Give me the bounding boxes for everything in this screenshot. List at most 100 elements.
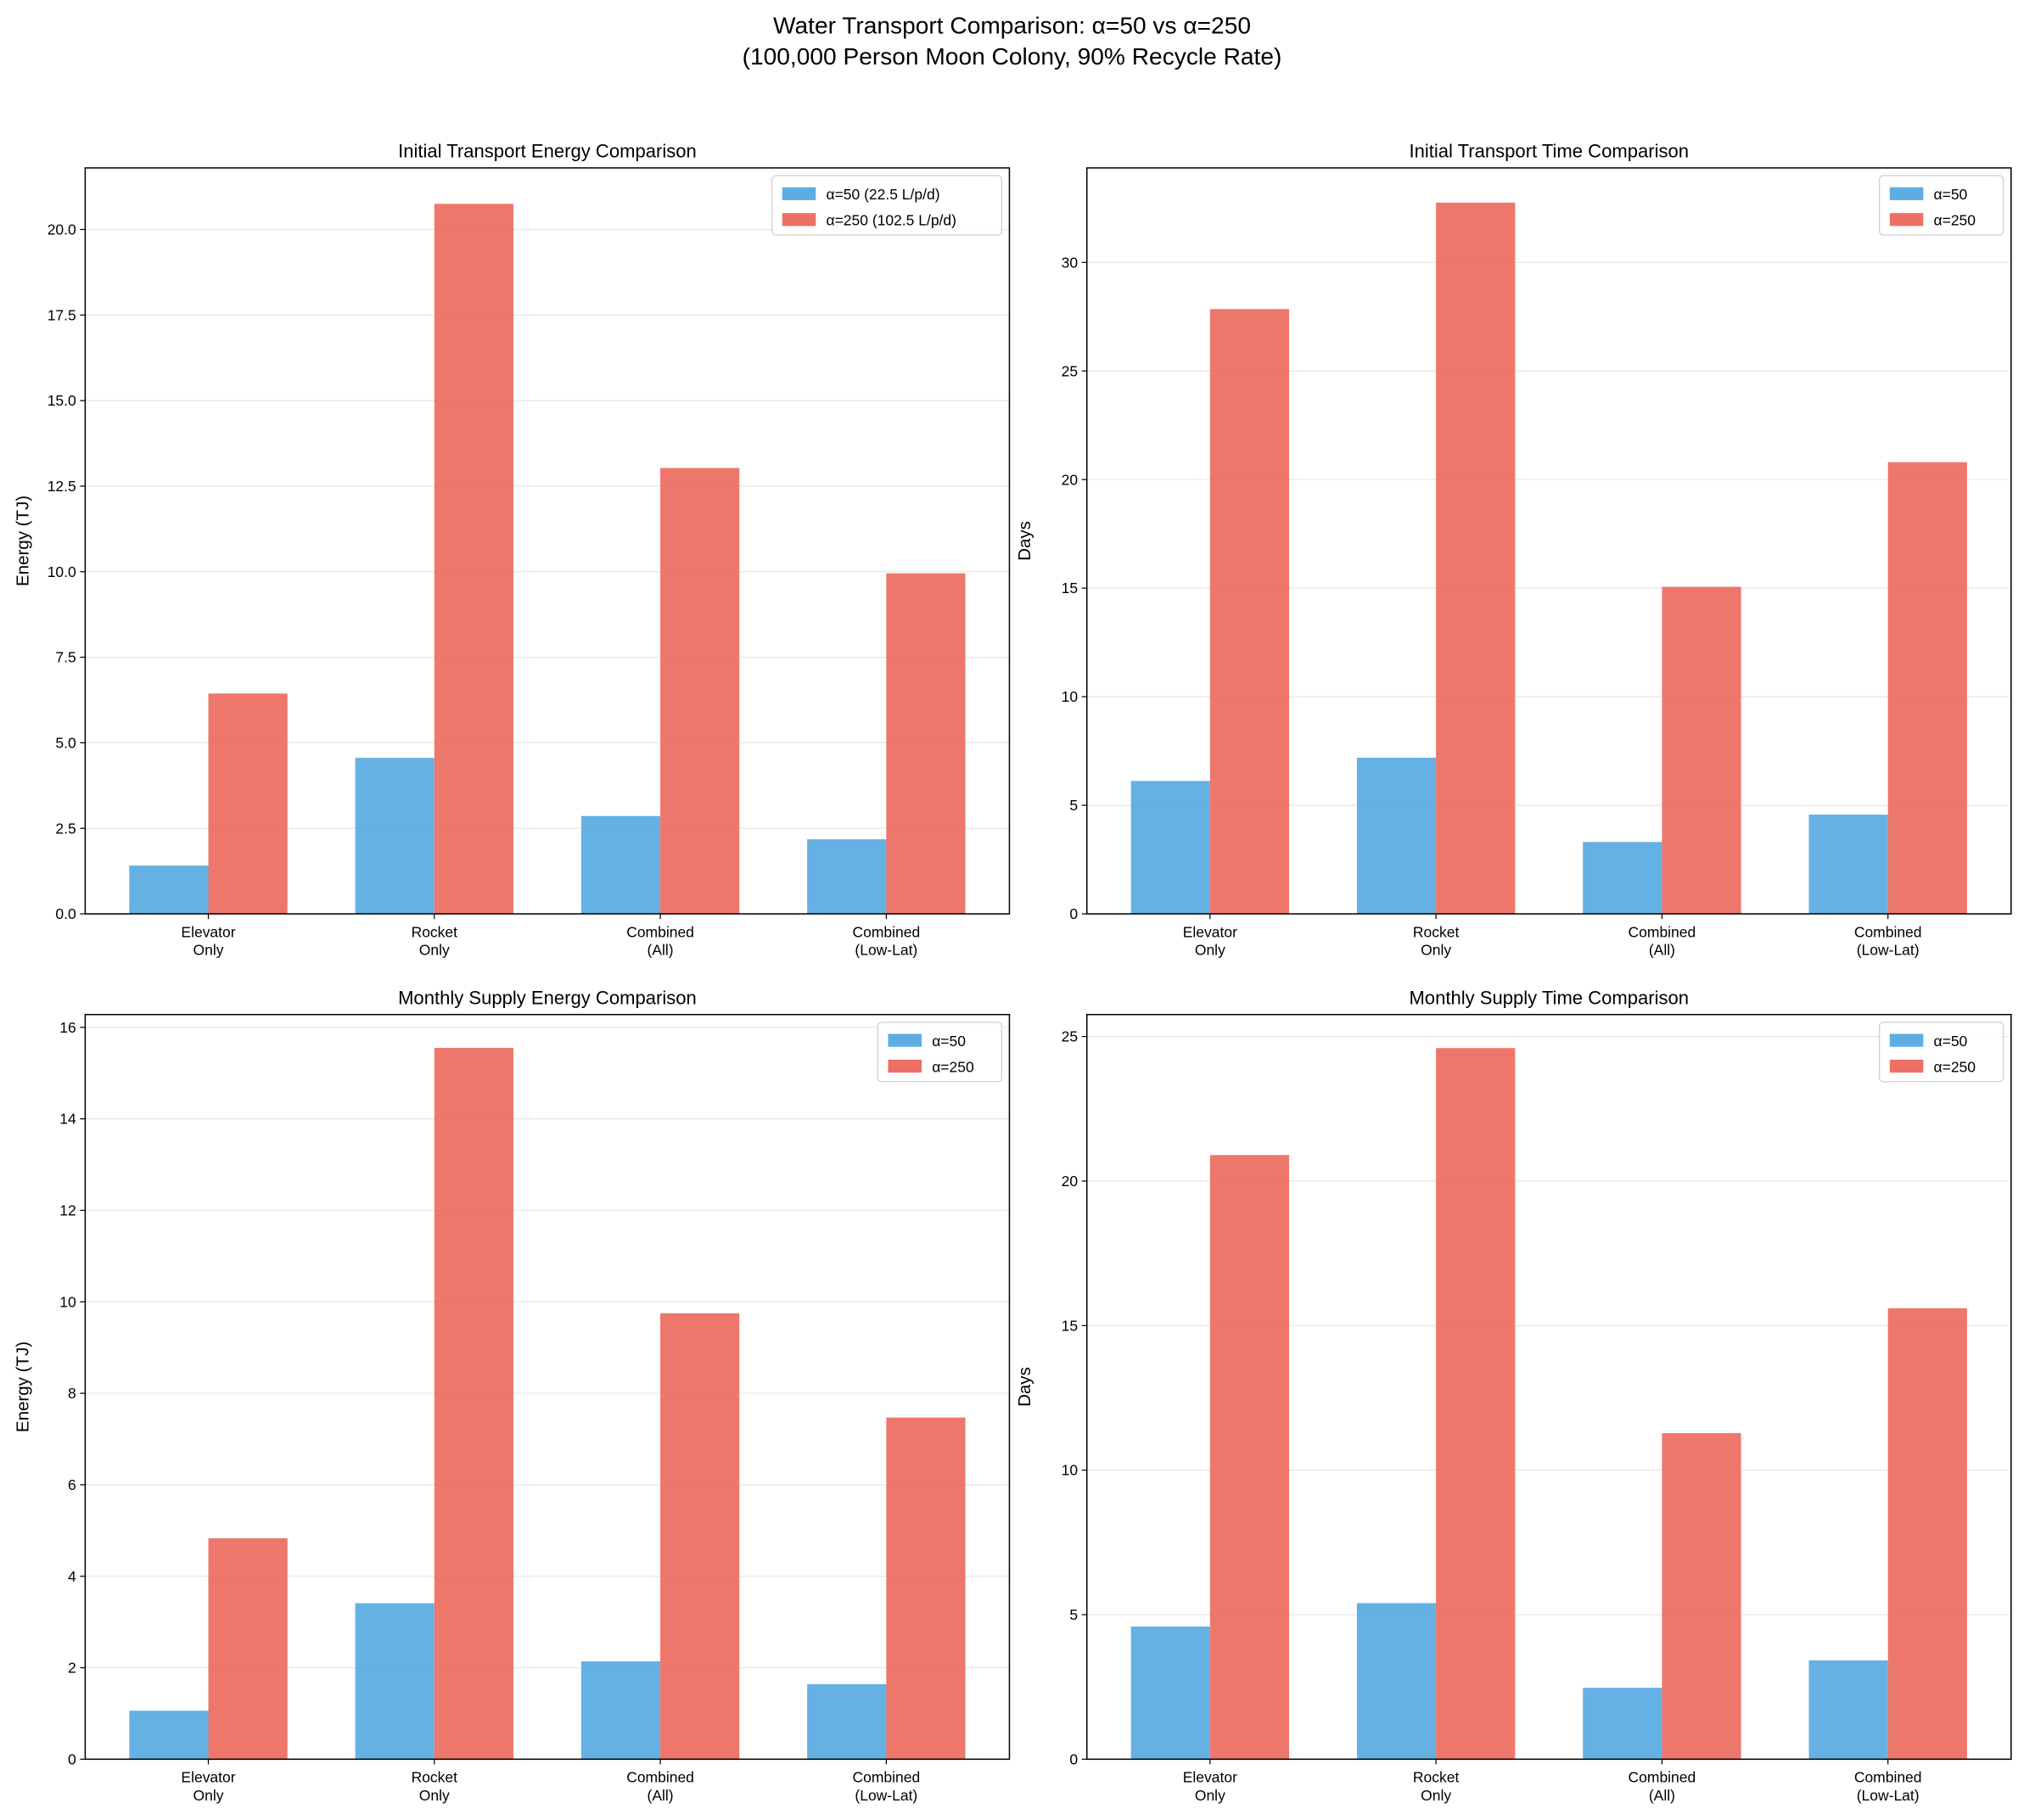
chart-title: Initial Transport Time Comparison xyxy=(1409,141,1689,162)
x-tick-label-line: Rocket xyxy=(412,1769,458,1786)
y-tick-label: 4 xyxy=(68,1568,76,1585)
legend-label: α=50 (22.5 L/p/d) xyxy=(826,186,939,203)
y-tick-label: 10.0 xyxy=(48,563,76,580)
x-tick-label-line: Combined xyxy=(852,1769,920,1786)
bar-alpha250-3 xyxy=(886,573,966,915)
bar-alpha250-3 xyxy=(1887,1308,1967,1760)
x-tick-label-line: Combined xyxy=(1629,1769,1696,1786)
x-tick-label-line: Only xyxy=(193,942,224,959)
bar-alpha50-2 xyxy=(1583,1688,1662,1760)
x-tick-label-line: Only xyxy=(193,1787,224,1804)
y-tick-label: 0 xyxy=(1069,905,1078,922)
chart-title: Monthly Supply Energy Comparison xyxy=(398,988,697,1009)
bar-alpha50-1 xyxy=(355,1603,435,1760)
x-tick-label-line: (Low-Lat) xyxy=(855,1787,917,1804)
x-tick-label-line: (Low-Lat) xyxy=(855,942,917,959)
axes-frame xyxy=(1085,167,2012,915)
x-tick-label-line: Only xyxy=(1421,1787,1451,1804)
x-tick-label-line: Combined xyxy=(852,923,920,940)
y-axis-label: Days xyxy=(1015,1367,1034,1407)
x-tick-label-line: Rocket xyxy=(412,923,458,940)
x-tick-label-line: (All) xyxy=(648,942,674,959)
axes-frame xyxy=(1085,1013,2012,1761)
x-tick-label-line: Combined xyxy=(626,1769,694,1786)
x-tick-label-line: Elevator xyxy=(181,923,235,940)
y-tick-label: 20 xyxy=(1062,1173,1079,1190)
x-tick-label-line: (All) xyxy=(1649,942,1675,959)
y-tick-label: 0.0 xyxy=(55,905,76,922)
y-tick-label: 8 xyxy=(68,1385,76,1402)
bar-alpha250-1 xyxy=(1436,1048,1516,1760)
y-tick-label: 20 xyxy=(1062,471,1079,488)
x-tick-label-line: Combined xyxy=(1854,1769,1922,1786)
bar-alpha250-2 xyxy=(1662,1433,1741,1760)
y-tick-label: 10 xyxy=(1062,1462,1079,1479)
x-tick-label: Combined (All) xyxy=(626,1769,694,1804)
x-tick-label: Rocket Only xyxy=(412,923,458,958)
x-tick-label-line: (All) xyxy=(648,1787,674,1804)
chart-panel-2: 0 5 10 15 20 25 30 Elevator Only Rocket Only Combin… xyxy=(1015,141,2012,959)
legend: α=50 α=250 xyxy=(1879,175,2004,236)
legend-label: α=250 (102.5 L/p/d) xyxy=(826,212,956,229)
x-tick-label-line: (Low-Lat) xyxy=(1857,942,1920,959)
bar-alpha250-3 xyxy=(1887,462,1967,915)
y-tick-label: 20.0 xyxy=(48,221,76,238)
bar-alpha250-3 xyxy=(886,1417,966,1760)
y-tick-label: 12 xyxy=(59,1202,76,1219)
y-tick-label: 15.0 xyxy=(48,392,76,409)
bar-alpha50-0 xyxy=(1130,781,1210,915)
legend: α=50 α=250 xyxy=(877,1022,1002,1083)
bar-alpha50-1 xyxy=(1356,758,1437,915)
y-axis-label: Days xyxy=(1015,521,1034,561)
y-axis-label: Energy (TJ) xyxy=(13,496,32,586)
legend-label: α=250 xyxy=(1934,212,1976,229)
x-tick-label-line: Rocket xyxy=(1413,1769,1460,1786)
x-tick-label: Combined (All) xyxy=(1629,923,1696,958)
y-tick-label: 5 xyxy=(1069,797,1078,814)
y-tick-label: 30 xyxy=(1062,254,1079,271)
x-tick-label-line: Only xyxy=(419,942,450,959)
y-tick-label: 15 xyxy=(1062,580,1078,596)
legend-swatch-alpha250 xyxy=(1889,213,1924,227)
bar-alpha250-0 xyxy=(1209,1155,1290,1760)
bar-alpha50-0 xyxy=(129,1711,209,1760)
bar-alpha50-0 xyxy=(1130,1626,1210,1760)
legend-swatch-alpha50 xyxy=(1889,187,1924,200)
y-tick-label: 25 xyxy=(1062,362,1078,379)
legend: α=50 α=250 xyxy=(1879,1022,2004,1083)
x-tick-label-line: (All) xyxy=(1649,1787,1675,1804)
x-tick-label: Rocket Only xyxy=(412,1769,458,1804)
y-tick-label: 17.5 xyxy=(48,306,76,323)
y-tick-label: 14 xyxy=(59,1111,76,1128)
bar-alpha50-2 xyxy=(1583,842,1662,915)
x-tick-label-line: Combined xyxy=(1854,923,1922,940)
legend-label: α=250 xyxy=(932,1058,974,1075)
y-tick-label: 5 xyxy=(1069,1606,1078,1623)
bar-alpha50-1 xyxy=(1356,1603,1437,1760)
x-tick-label: Elevator Only xyxy=(1183,1769,1237,1804)
chart-title: Initial Transport Energy Comparison xyxy=(398,141,697,162)
legend-swatch-alpha250 xyxy=(1889,1059,1924,1073)
legend-swatch-alpha50 xyxy=(782,187,816,200)
x-tick-label: Combined (Low-Lat) xyxy=(1854,1769,1922,1804)
bar-alpha250-1 xyxy=(1436,202,1516,915)
x-tick-label: Combined (All) xyxy=(1629,1769,1696,1804)
chart-panel-1: 0.0 2.5 5.0 7.5 10.0 12.5 15.0 17.5 20.0 Elevator… xyxy=(13,141,1011,959)
x-tick-label-line: Only xyxy=(1421,942,1451,959)
x-tick-label: Combined (Low-Lat) xyxy=(1854,923,1922,958)
bar-alpha50-1 xyxy=(355,758,435,915)
x-tick-label: Elevator Only xyxy=(181,1769,235,1804)
x-tick-label-line: Rocket xyxy=(1413,923,1460,940)
x-tick-label-line: Only xyxy=(1195,942,1225,959)
x-tick-label: Rocket Only xyxy=(1413,923,1460,958)
axes-frame xyxy=(84,1013,1011,1761)
y-tick-label: 2 xyxy=(68,1660,76,1677)
bar-alpha250-2 xyxy=(660,1313,740,1760)
legend-label: α=50 xyxy=(932,1033,966,1050)
bar-alpha250-0 xyxy=(208,1537,288,1760)
y-tick-label: 5.0 xyxy=(55,735,76,752)
legend-box xyxy=(771,175,1002,236)
legend-label: α=50 xyxy=(1934,186,1968,203)
